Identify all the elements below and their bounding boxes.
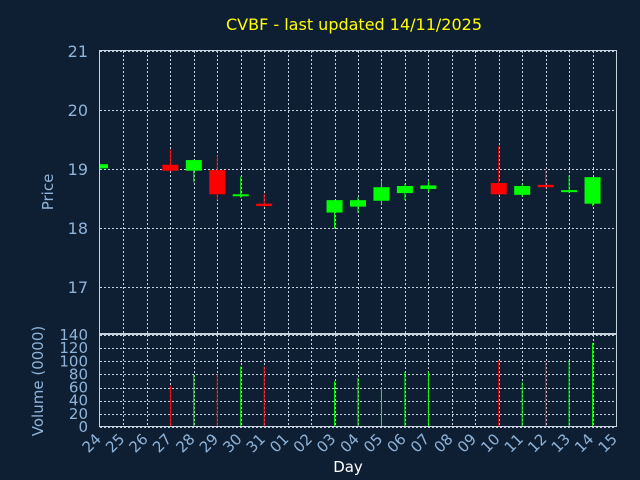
volume-y-tick-label: 0 [78,418,88,436]
x-tick-label: 30 [219,430,245,456]
x-tick-label: 02 [290,430,316,456]
candle-body [350,200,366,207]
x-tick-label: 09 [454,430,480,456]
price-y-tick-label: 17 [68,278,88,297]
x-tick-label: 14 [571,430,597,456]
price-axis-label: Price [39,174,57,211]
x-tick-label: 28 [172,430,198,456]
price-y-ticks: 17 18 19 20 21 [68,42,88,297]
x-tick-label: 04 [337,430,363,456]
candle-body [561,190,578,193]
price-y-tick-label: 21 [68,42,88,61]
volume-y-tick-label: 40 [69,392,88,410]
candle-body [232,194,249,197]
candle-body [162,164,179,171]
x-axis-label: Day [333,458,363,476]
x-tick-label: 06 [384,430,410,456]
price-candles [99,145,601,229]
candle-body [326,200,343,213]
x-tick-label: 13 [548,430,574,456]
candle-body [490,183,507,195]
price-grid [100,51,616,334]
volume-y-tick-label: 20 [69,405,88,423]
candle-body [256,203,273,207]
candle-body [209,170,226,195]
volume-y-tick-label: 140 [59,326,88,344]
x-tick-label: 10 [477,430,503,456]
volume-bars [169,342,594,427]
volume-panel-frame [99,334,617,427]
price-panel-frame [99,50,617,334]
x-tick-label: 08 [430,430,456,456]
price-y-tick-label: 19 [68,160,88,179]
candle-body [373,187,390,201]
volume-y-tick-label: 120 [59,339,88,357]
price-y-tick-label: 20 [68,101,88,120]
x-tick-label: 05 [360,430,386,456]
price-y-tick-label: 18 [68,219,88,238]
x-axis-ticks: 2425262728293031010203040506070809101112… [79,430,621,456]
candle-body [537,184,554,188]
chart-title: CVBF - last updated 14/11/2025 [226,15,482,34]
candle-body [420,185,437,189]
x-tick-label: 11 [501,430,527,456]
volume-y-tick-label: 100 [59,352,88,370]
x-tick-label: 26 [126,430,152,456]
x-tick-label: 15 [595,430,621,456]
candle-body [100,164,108,169]
x-tick-label: 29 [196,430,222,456]
candle-body [396,186,413,194]
x-tick-label: 01 [266,430,292,456]
x-tick-label: 12 [524,430,550,456]
x-tick-label: 27 [149,430,175,456]
candle-body [514,186,531,195]
candle-body [185,160,202,171]
x-tick-label: 31 [243,430,269,456]
candle-body [584,177,601,204]
x-tick-label: 25 [102,430,128,456]
volume-y-tick-label: 80 [69,365,88,383]
volume-y-tick-label: 60 [69,379,88,397]
volume-axis-label: Volume (0000) [29,326,47,436]
x-tick-label: 03 [313,430,339,456]
x-tick-label: 07 [407,430,433,456]
